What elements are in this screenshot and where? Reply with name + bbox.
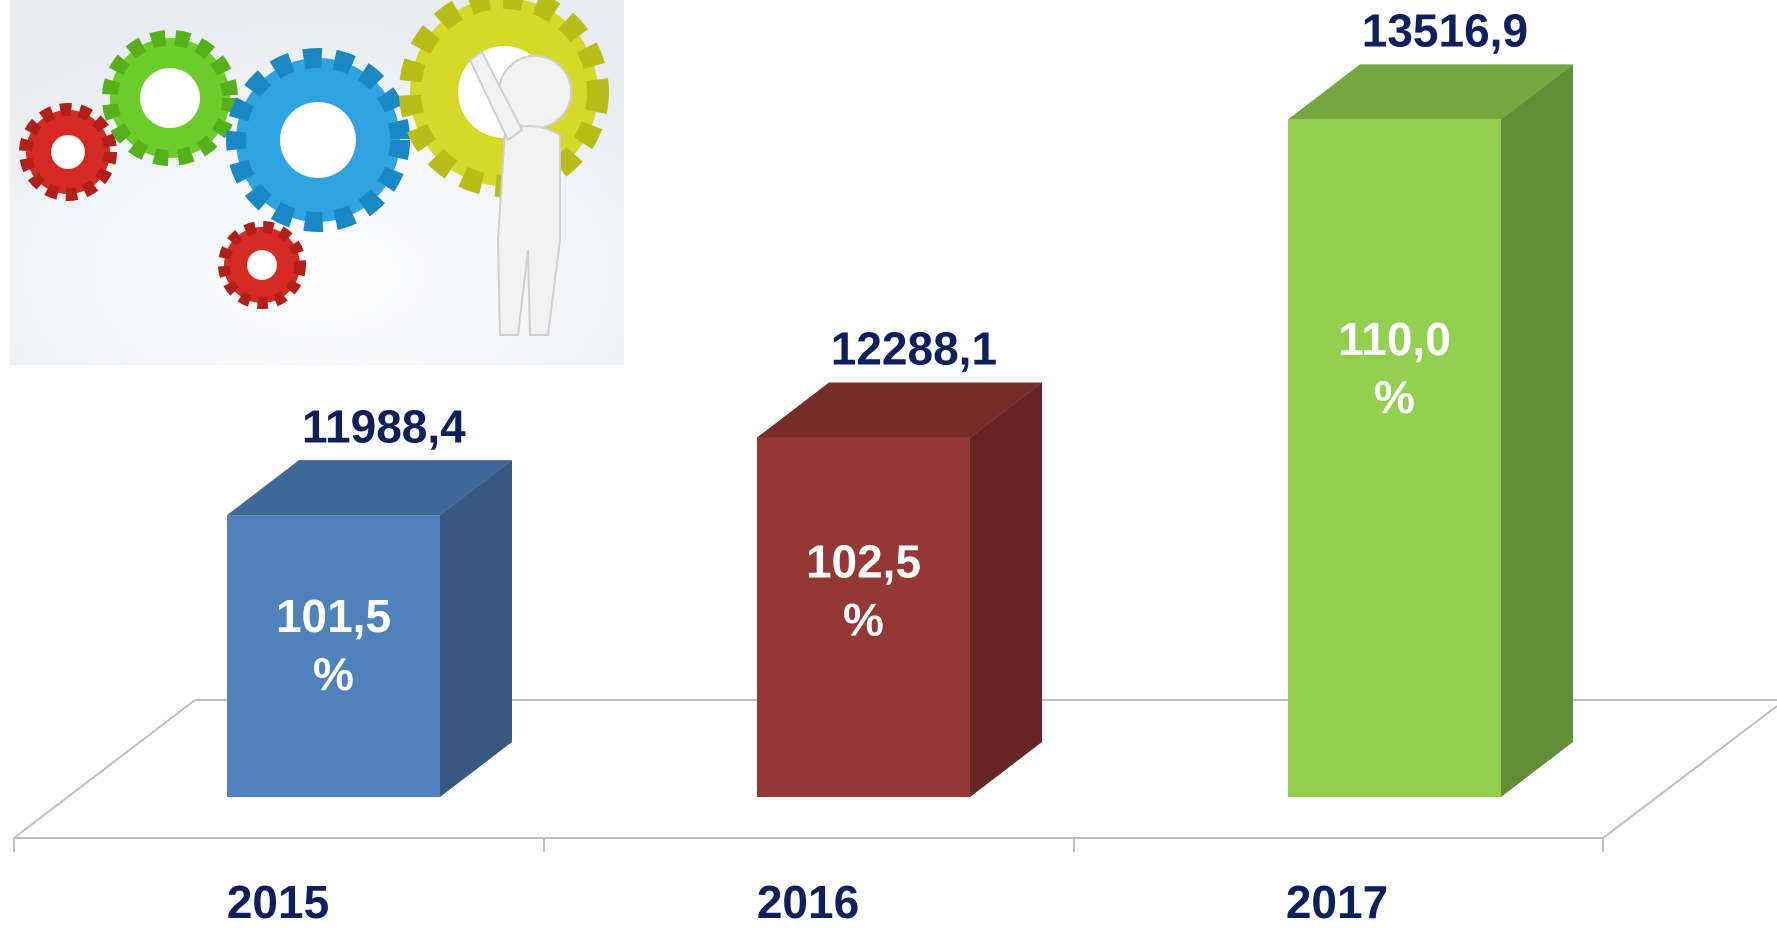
x-tick-label: 2017 [1286,876,1388,928]
bar-side [970,382,1042,797]
growth-label: 102,5 [806,536,921,588]
bar [757,437,970,797]
bar [227,515,440,797]
bar-top [757,382,1042,438]
bar-top [227,460,512,516]
bar-top [1288,64,1573,120]
gear-red-small [19,103,117,201]
gear-red [218,221,306,309]
gear-green [102,30,238,166]
growth-label: % [843,594,884,646]
gear-blue [226,48,410,232]
growth-label: % [1374,371,1415,423]
value-label: 11988,4 [302,400,466,452]
bar-side [440,460,512,797]
x-tick-label: 2015 [227,876,329,928]
value-label: 13516,9 [1362,4,1528,56]
x-tick-label: 2016 [757,876,859,928]
illustration [10,0,624,365]
growth-label: % [313,648,354,700]
bar-side [1501,64,1573,798]
value-label: 12288,1 [831,323,997,375]
growth-label: 101,5 [276,590,391,642]
bar [1288,119,1501,798]
figure [468,50,572,336]
growth-label: 110,0 [1338,313,1451,365]
